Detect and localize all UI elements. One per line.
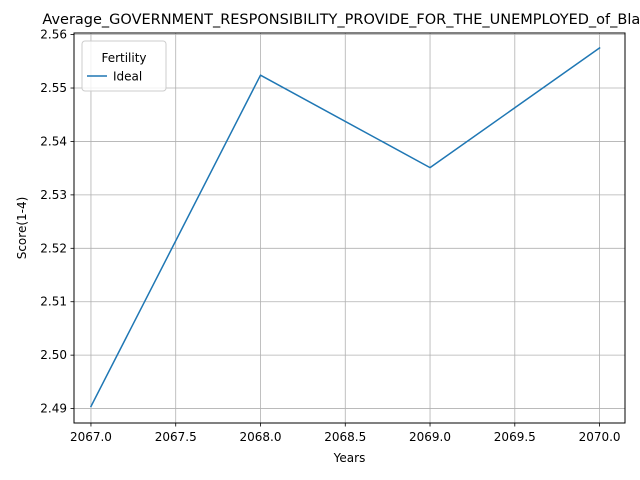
x-tick-label: 2068.0 (239, 430, 281, 444)
x-tick-label: 2067.5 (155, 430, 197, 444)
x-tick-label: 2070.0 (579, 430, 621, 444)
legend-title: Fertility (101, 51, 146, 65)
y-tick-label: 2.50 (40, 348, 67, 362)
plot-area-frame (73, 32, 626, 424)
legend-box (81, 40, 167, 92)
legend: Fertility Ideal (81, 40, 167, 92)
series-layer (89, 46, 601, 408)
series-line-ideal (89, 46, 601, 408)
legend-label-ideal: Ideal (113, 70, 142, 84)
y-axis-label: Score(1-4) (15, 197, 29, 260)
x-tick-label: 2067.0 (70, 430, 112, 444)
y-tick-label: 2.55 (40, 81, 67, 95)
y-tick-label: 2.56 (40, 28, 67, 42)
y-tick-label: 2.52 (40, 241, 67, 255)
x-tick-label: 2068.5 (324, 430, 366, 444)
y-tick-label: 2.49 (40, 402, 67, 416)
chart-title: Average_GOVERNMENT_RESPONSIBILITY_PROVID… (42, 12, 640, 28)
y-tick-label: 2.51 (40, 295, 67, 309)
x-tick-label: 2069.5 (494, 430, 536, 444)
y-tick-label: 2.54 (40, 134, 67, 148)
y-tick-label: 2.53 (40, 188, 67, 202)
grid-lines (74, 33, 625, 423)
x-tick-label: 2069.0 (409, 430, 451, 444)
y-axis-ticks: 2.49 2.50 2.51 2.52 2.53 2.54 2.55 2.56 (40, 28, 74, 416)
x-axis-label: Years (333, 451, 366, 465)
x-axis-ticks: 2067.0 2067.5 2068.0 2068.5 2069.0 2069.5 2070… (70, 423, 621, 444)
